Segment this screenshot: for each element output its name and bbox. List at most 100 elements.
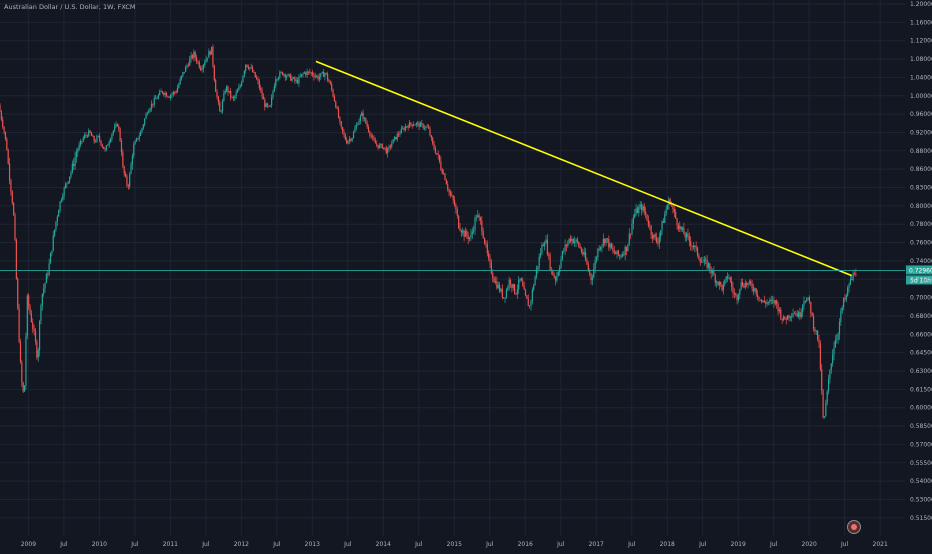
- candle-up: [58, 210, 60, 217]
- candle-up: [591, 277, 594, 281]
- candle-down: [376, 143, 378, 145]
- candle-up: [380, 143, 382, 145]
- candle-down: [362, 112, 364, 119]
- candle-down: [89, 130, 91, 133]
- candle-up: [142, 124, 144, 129]
- candle-down: [640, 204, 643, 211]
- candle-down: [617, 250, 619, 256]
- candle-up: [354, 128, 356, 133]
- time-axis[interactable]: 2009 Jul 2010 Jul 2011 Jul 2012 Jul 2013 Jul 2014 J…: [21, 541, 888, 548]
- candle-up: [171, 94, 173, 96]
- candle-up: [109, 139, 112, 143]
- candle-down: [598, 248, 600, 250]
- candle-down: [258, 81, 260, 89]
- candle-up: [134, 141, 136, 145]
- candle-down: [490, 262, 493, 274]
- candle-up: [358, 121, 360, 125]
- candle-down: [373, 137, 375, 141]
- candle-down: [432, 137, 434, 144]
- candle-down: [307, 71, 310, 73]
- candle-up: [242, 75, 244, 82]
- candle-down: [692, 246, 695, 248]
- candle-down: [407, 126, 409, 128]
- candle-down: [30, 313, 32, 323]
- candle-up: [277, 77, 280, 80]
- candle-up: [63, 187, 65, 196]
- candle-down: [554, 277, 557, 281]
- candle-up: [239, 85, 241, 88]
- candle-up: [186, 65, 188, 67]
- candle-up: [782, 316, 785, 321]
- price-axis[interactable]: 1.20000 1.16000 1.12000 1.08000 1.04000 1.000…: [910, 1, 932, 522]
- candle-up: [740, 282, 742, 289]
- candle-up: [462, 230, 464, 233]
- candle-down: [421, 122, 423, 125]
- y-tick-label: 1.04000: [910, 74, 932, 81]
- trendline-layer[interactable]: [315, 60, 853, 277]
- candle-up: [234, 96, 236, 99]
- candle-down: [29, 306, 31, 314]
- candle-down: [752, 288, 755, 291]
- price-line-layer: 0.72960 5d 10h: [0, 265, 932, 285]
- candle-up: [129, 173, 131, 187]
- candle-up: [845, 295, 847, 300]
- candle-up: [71, 163, 73, 173]
- candle-up: [638, 206, 640, 214]
- candle-down: [19, 341, 22, 363]
- candle-up: [634, 213, 636, 218]
- candle-down: [434, 148, 437, 153]
- candle-down: [422, 124, 424, 129]
- candle-down: [212, 46, 214, 66]
- candle-up: [157, 95, 159, 99]
- candle-down: [437, 153, 439, 156]
- candle-up: [807, 297, 809, 300]
- candle-down: [714, 275, 716, 283]
- candle-down: [367, 126, 370, 132]
- candle-down: [14, 214, 16, 240]
- candle-up: [249, 67, 251, 69]
- candle-up: [49, 253, 52, 264]
- candle-up: [193, 52, 195, 58]
- candle-down: [230, 90, 232, 98]
- candle-down: [452, 195, 454, 200]
- candle-down: [15, 239, 17, 279]
- candle-down: [370, 135, 372, 137]
- candle-down: [479, 217, 482, 221]
- candle-up: [529, 305, 531, 307]
- x-tick-label: 2012: [234, 541, 249, 548]
- candle-up: [243, 70, 245, 76]
- trendline[interactable]: [315, 60, 853, 277]
- candle-up: [138, 135, 140, 140]
- candle-down: [449, 192, 452, 195]
- x-tick-label: Jul: [769, 541, 778, 548]
- candle-down: [582, 252, 584, 255]
- candle-down: [385, 147, 387, 154]
- candle-down: [253, 71, 255, 73]
- candle-down: [433, 143, 435, 149]
- candle-down: [619, 255, 621, 257]
- candle-up: [574, 241, 576, 244]
- candle-down: [333, 96, 336, 102]
- candle-down: [198, 61, 200, 68]
- candle-down: [713, 270, 715, 276]
- candle-down: [381, 143, 383, 149]
- candle-up: [766, 302, 768, 304]
- candle-up: [320, 73, 322, 77]
- candle-up: [414, 124, 416, 126]
- candle-up: [778, 309, 781, 312]
- candle-up: [55, 221, 57, 230]
- candle-down: [313, 75, 315, 78]
- candle-up: [302, 73, 304, 75]
- tradingview-logo-icon[interactable]: [847, 520, 861, 534]
- candle-down: [780, 309, 782, 319]
- candle-down: [552, 269, 554, 276]
- candle-up: [60, 199, 63, 202]
- candle-up: [88, 130, 90, 137]
- candle-down: [804, 301, 806, 303]
- candle-down: [256, 77, 258, 80]
